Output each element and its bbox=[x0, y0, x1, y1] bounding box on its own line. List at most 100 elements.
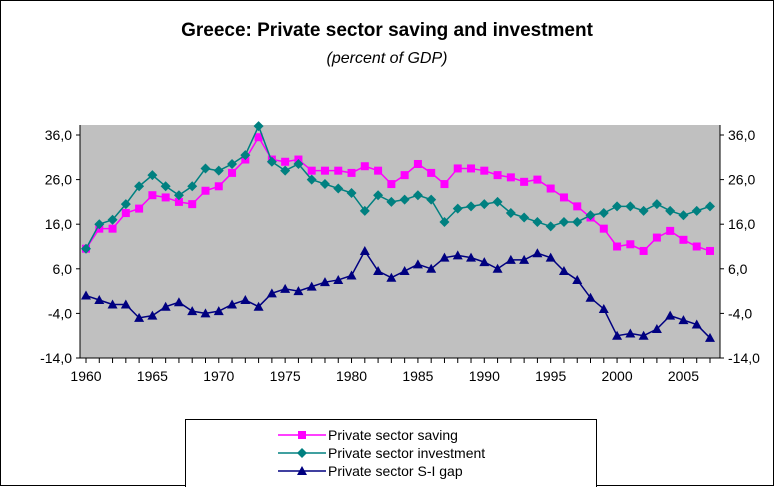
data-point bbox=[679, 235, 688, 244]
data-point bbox=[306, 174, 317, 185]
data-point bbox=[334, 166, 343, 175]
data-point bbox=[638, 205, 649, 216]
y-tick-label-left: 26,0 bbox=[45, 172, 72, 188]
data-point bbox=[452, 203, 463, 214]
data-point bbox=[626, 240, 635, 249]
data-point bbox=[691, 319, 702, 329]
data-point bbox=[639, 246, 648, 255]
data-point bbox=[359, 245, 370, 255]
data-point bbox=[333, 183, 344, 194]
y-tick-label-right: 36,0 bbox=[728, 127, 755, 143]
y-tick-label-right: -4,0 bbox=[728, 305, 752, 321]
data-point bbox=[213, 306, 224, 316]
data-point bbox=[320, 166, 329, 175]
data-point bbox=[467, 164, 476, 173]
data-point bbox=[81, 243, 91, 254]
data-point bbox=[293, 286, 304, 296]
data-point bbox=[426, 194, 437, 205]
data-point bbox=[559, 193, 568, 202]
legend-gap-swatch bbox=[278, 466, 326, 476]
data-point bbox=[399, 266, 410, 276]
data-point bbox=[359, 205, 370, 216]
data-point bbox=[479, 199, 490, 210]
data-point bbox=[386, 272, 397, 282]
data-point bbox=[678, 315, 689, 325]
data-point bbox=[200, 163, 211, 174]
data-point bbox=[453, 164, 462, 173]
data-point bbox=[147, 170, 158, 181]
data-point bbox=[240, 150, 251, 161]
data-point bbox=[585, 292, 596, 302]
data-point bbox=[227, 158, 238, 169]
data-point bbox=[651, 199, 662, 210]
data-point bbox=[506, 173, 515, 182]
data-point bbox=[572, 274, 583, 284]
data-point bbox=[439, 252, 450, 262]
data-point bbox=[413, 159, 422, 168]
data-point bbox=[346, 270, 357, 280]
data-point bbox=[613, 242, 622, 251]
x-tick-label: 1995 bbox=[535, 368, 566, 384]
data-point bbox=[666, 226, 675, 235]
data-point bbox=[134, 312, 145, 322]
y-tick-label-right: 6,0 bbox=[728, 261, 748, 277]
data-point bbox=[479, 257, 490, 267]
data-point bbox=[306, 281, 317, 291]
data-point bbox=[374, 166, 383, 175]
data-point bbox=[108, 224, 117, 233]
data-point bbox=[519, 254, 530, 264]
y-tick-label-left: 36,0 bbox=[45, 127, 72, 143]
data-point bbox=[532, 216, 543, 227]
data-point bbox=[558, 216, 569, 227]
data-point bbox=[665, 205, 676, 216]
data-point bbox=[373, 190, 384, 201]
data-point bbox=[691, 205, 702, 216]
data-point bbox=[187, 306, 198, 316]
data-point bbox=[161, 193, 170, 202]
chart-title: Greece: Private sector saving and invest… bbox=[181, 20, 593, 41]
data-point bbox=[400, 171, 409, 180]
legend: Private sector saving Private sector inv… bbox=[185, 419, 597, 487]
data-point bbox=[307, 166, 316, 175]
legend-saving-swatch bbox=[278, 431, 326, 440]
data-point bbox=[200, 308, 211, 318]
data-point bbox=[426, 263, 437, 273]
data-point bbox=[492, 263, 503, 273]
data-point bbox=[466, 252, 477, 262]
data-point bbox=[120, 299, 131, 309]
data-point bbox=[107, 299, 118, 309]
x-tick-label: 1975 bbox=[270, 368, 301, 384]
data-point bbox=[214, 182, 223, 191]
data-point bbox=[187, 181, 198, 192]
data-point bbox=[651, 324, 662, 334]
data-point bbox=[598, 208, 609, 219]
x-tick-label: 1965 bbox=[137, 368, 168, 384]
legend-item-saving: Private sector saving bbox=[278, 426, 458, 443]
data-point bbox=[121, 209, 130, 218]
legend-gap-label: Private sector S-I gap bbox=[328, 463, 463, 480]
x-tick-label: 1970 bbox=[203, 368, 234, 384]
data-point bbox=[638, 330, 649, 340]
data-point bbox=[94, 295, 105, 305]
data-point bbox=[533, 175, 542, 184]
data-point bbox=[107, 214, 118, 225]
x-tick-label: 1990 bbox=[469, 368, 500, 384]
data-point bbox=[545, 252, 556, 262]
data-point bbox=[492, 196, 503, 207]
data-point bbox=[266, 288, 277, 298]
data-point bbox=[213, 165, 224, 176]
data-point bbox=[319, 179, 330, 190]
data-point bbox=[652, 233, 661, 242]
data-point bbox=[346, 187, 357, 198]
data-point bbox=[266, 156, 277, 167]
data-point bbox=[545, 221, 556, 232]
data-point bbox=[599, 224, 608, 233]
data-point bbox=[505, 254, 516, 264]
data-point bbox=[705, 332, 715, 342]
data-point bbox=[254, 133, 263, 142]
data-point bbox=[546, 184, 555, 193]
data-point bbox=[160, 301, 171, 311]
data-point bbox=[281, 157, 290, 166]
data-point bbox=[347, 168, 356, 177]
y-tick-label-right: -14,0 bbox=[728, 350, 760, 366]
